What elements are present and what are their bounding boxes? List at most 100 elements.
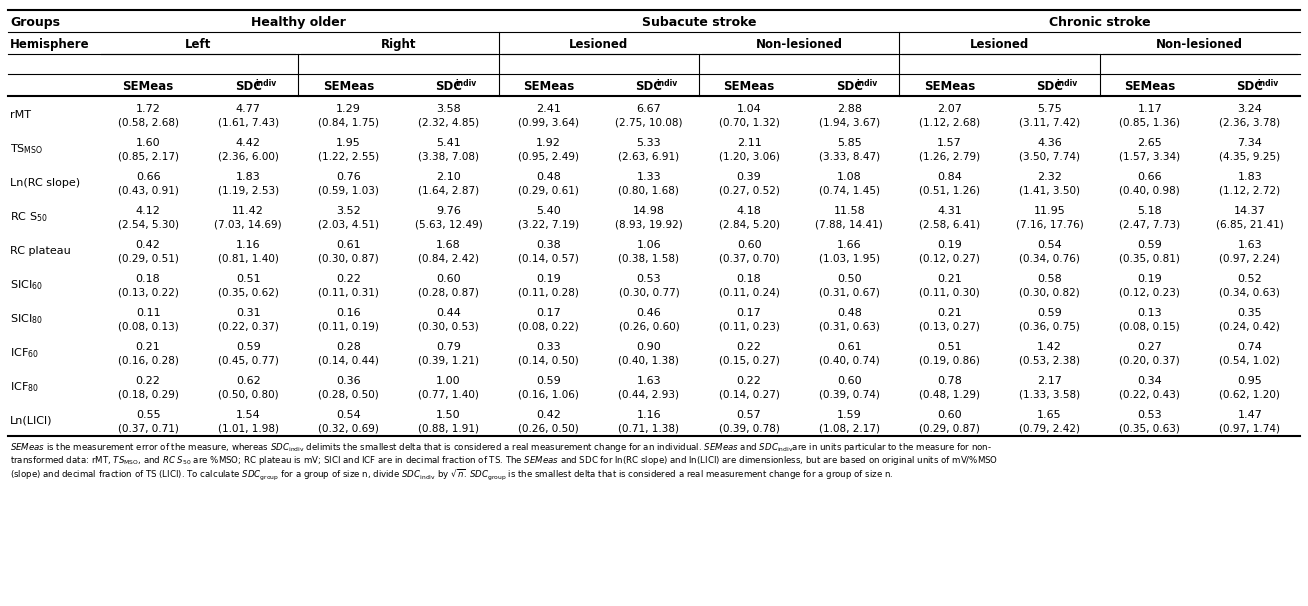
Text: 0.78: 0.78 xyxy=(937,376,961,385)
Text: 0.46: 0.46 xyxy=(637,308,662,318)
Text: SDC: SDC xyxy=(1036,79,1063,93)
Text: 0.60: 0.60 xyxy=(736,240,761,250)
Text: 11.95: 11.95 xyxy=(1033,205,1066,216)
Text: (0.59, 1.03): (0.59, 1.03) xyxy=(318,185,379,196)
Text: (0.14, 0.27): (0.14, 0.27) xyxy=(718,390,780,400)
Text: 5.85: 5.85 xyxy=(837,138,862,148)
Text: (0.22, 0.37): (0.22, 0.37) xyxy=(218,322,279,331)
Text: (8.93, 19.92): (8.93, 19.92) xyxy=(615,220,683,230)
Text: (0.27, 0.52): (0.27, 0.52) xyxy=(718,185,780,196)
Text: (0.77, 1.40): (0.77, 1.40) xyxy=(419,390,479,400)
Text: 1.47: 1.47 xyxy=(1237,410,1262,420)
Text: (2.36, 3.78): (2.36, 3.78) xyxy=(1219,118,1281,128)
Text: 0.22: 0.22 xyxy=(736,376,761,385)
Text: (0.99, 3.64): (0.99, 3.64) xyxy=(518,118,579,128)
Text: 0.66: 0.66 xyxy=(1138,171,1162,182)
Text: (2.54, 5.30): (2.54, 5.30) xyxy=(118,220,179,230)
Text: 1.57: 1.57 xyxy=(937,138,961,148)
Text: 5.33: 5.33 xyxy=(637,138,662,148)
Text: (0.81, 1.40): (0.81, 1.40) xyxy=(218,254,279,264)
Text: 0.55: 0.55 xyxy=(136,410,161,420)
Text: 0.66: 0.66 xyxy=(136,171,161,182)
Text: (0.28, 0.87): (0.28, 0.87) xyxy=(419,288,479,298)
Text: Chronic stroke: Chronic stroke xyxy=(1049,16,1151,28)
Text: (0.36, 0.75): (0.36, 0.75) xyxy=(1019,322,1080,331)
Text: 5.40: 5.40 xyxy=(536,205,561,216)
Text: (0.11, 0.30): (0.11, 0.30) xyxy=(920,288,980,298)
Text: (0.79, 2.42): (0.79, 2.42) xyxy=(1019,424,1080,434)
Text: (1.61, 7.43): (1.61, 7.43) xyxy=(217,118,279,128)
Text: 0.21: 0.21 xyxy=(136,342,161,351)
Text: (1.19, 2.53): (1.19, 2.53) xyxy=(217,185,279,196)
Text: SICI$_{80}$: SICI$_{80}$ xyxy=(10,312,43,325)
Text: (0.88, 1.91): (0.88, 1.91) xyxy=(419,424,479,434)
Text: 0.19: 0.19 xyxy=(937,240,961,250)
Text: 4.12: 4.12 xyxy=(136,205,161,216)
Text: (0.84, 2.42): (0.84, 2.42) xyxy=(419,254,479,264)
Text: 0.60: 0.60 xyxy=(937,410,961,420)
Text: (0.08, 0.22): (0.08, 0.22) xyxy=(518,322,579,331)
Text: 0.42: 0.42 xyxy=(136,240,161,250)
Text: 1.33: 1.33 xyxy=(637,171,662,182)
Text: 0.22: 0.22 xyxy=(736,342,761,351)
Text: (0.48, 1.29): (0.48, 1.29) xyxy=(920,390,980,400)
Text: Healthy older: Healthy older xyxy=(251,16,345,28)
Text: (0.40, 0.74): (0.40, 0.74) xyxy=(819,356,879,365)
Text: (0.12, 0.27): (0.12, 0.27) xyxy=(920,254,980,264)
Text: 14.98: 14.98 xyxy=(633,205,664,216)
Text: SEMeas: SEMeas xyxy=(923,79,974,93)
Text: 0.48: 0.48 xyxy=(837,308,862,318)
Text: 0.39: 0.39 xyxy=(736,171,761,182)
Text: 0.76: 0.76 xyxy=(336,171,361,182)
Text: 4.77: 4.77 xyxy=(235,104,260,114)
Text: (0.95, 2.49): (0.95, 2.49) xyxy=(518,152,579,162)
Text: 1.42: 1.42 xyxy=(1037,342,1062,351)
Text: 0.59: 0.59 xyxy=(235,342,260,351)
Text: 1.59: 1.59 xyxy=(837,410,862,420)
Text: ICF$_{80}$: ICF$_{80}$ xyxy=(10,380,39,394)
Text: (0.29, 0.51): (0.29, 0.51) xyxy=(118,254,178,264)
Text: 2.17: 2.17 xyxy=(1037,376,1062,385)
Text: 0.22: 0.22 xyxy=(136,376,161,385)
Text: Subacute stroke: Subacute stroke xyxy=(642,16,756,28)
Text: 0.62: 0.62 xyxy=(235,376,260,385)
Text: 1.66: 1.66 xyxy=(837,240,862,250)
Text: (0.20, 0.37): (0.20, 0.37) xyxy=(1120,356,1180,365)
Text: (0.29, 0.61): (0.29, 0.61) xyxy=(518,185,579,196)
Text: 0.18: 0.18 xyxy=(136,274,161,284)
Text: 1.16: 1.16 xyxy=(637,410,662,420)
Text: 0.17: 0.17 xyxy=(536,308,561,318)
Text: 14.37: 14.37 xyxy=(1233,205,1266,216)
Text: (1.33, 3.58): (1.33, 3.58) xyxy=(1019,390,1080,400)
Text: (0.38, 1.58): (0.38, 1.58) xyxy=(619,254,679,264)
Text: 0.59: 0.59 xyxy=(536,376,561,385)
Text: SEMeas: SEMeas xyxy=(1124,79,1176,93)
Text: 6.67: 6.67 xyxy=(637,104,662,114)
Text: (1.22, 2.55): (1.22, 2.55) xyxy=(318,152,379,162)
Text: SDC: SDC xyxy=(836,79,863,93)
Text: 0.61: 0.61 xyxy=(336,240,361,250)
Text: 2.07: 2.07 xyxy=(937,104,961,114)
Text: (0.11, 0.19): (0.11, 0.19) xyxy=(318,322,379,331)
Text: (0.51, 1.26): (0.51, 1.26) xyxy=(920,185,980,196)
Text: (3.22, 7.19): (3.22, 7.19) xyxy=(518,220,579,230)
Text: (0.26, 0.50): (0.26, 0.50) xyxy=(518,424,579,434)
Text: 0.84: 0.84 xyxy=(937,171,961,182)
Text: $\it{SEMeas}$ is the measurement error of the measure, whereas $\it{SDC_{\rm ind: $\it{SEMeas}$ is the measurement error o… xyxy=(10,441,991,454)
Text: 1.54: 1.54 xyxy=(235,410,260,420)
Text: (1.08, 2.17): (1.08, 2.17) xyxy=(819,424,880,434)
Text: 5.41: 5.41 xyxy=(436,138,460,148)
Text: (6.85, 21.41): (6.85, 21.41) xyxy=(1216,220,1283,230)
Text: 0.60: 0.60 xyxy=(437,274,460,284)
Text: (1.20, 3.06): (1.20, 3.06) xyxy=(718,152,780,162)
Text: 0.48: 0.48 xyxy=(536,171,561,182)
Text: ICF$_{60}$: ICF$_{60}$ xyxy=(10,346,39,359)
Text: Non-lesioned: Non-lesioned xyxy=(756,38,842,50)
Text: (0.18, 0.29): (0.18, 0.29) xyxy=(118,390,178,400)
Text: (4.35, 9.25): (4.35, 9.25) xyxy=(1219,152,1281,162)
Text: (0.30, 0.53): (0.30, 0.53) xyxy=(419,322,479,331)
Text: 0.54: 0.54 xyxy=(1037,240,1062,250)
Text: 9.76: 9.76 xyxy=(436,205,460,216)
Text: (1.41, 3.50): (1.41, 3.50) xyxy=(1019,185,1080,196)
Text: (2.75, 10.08): (2.75, 10.08) xyxy=(615,118,683,128)
